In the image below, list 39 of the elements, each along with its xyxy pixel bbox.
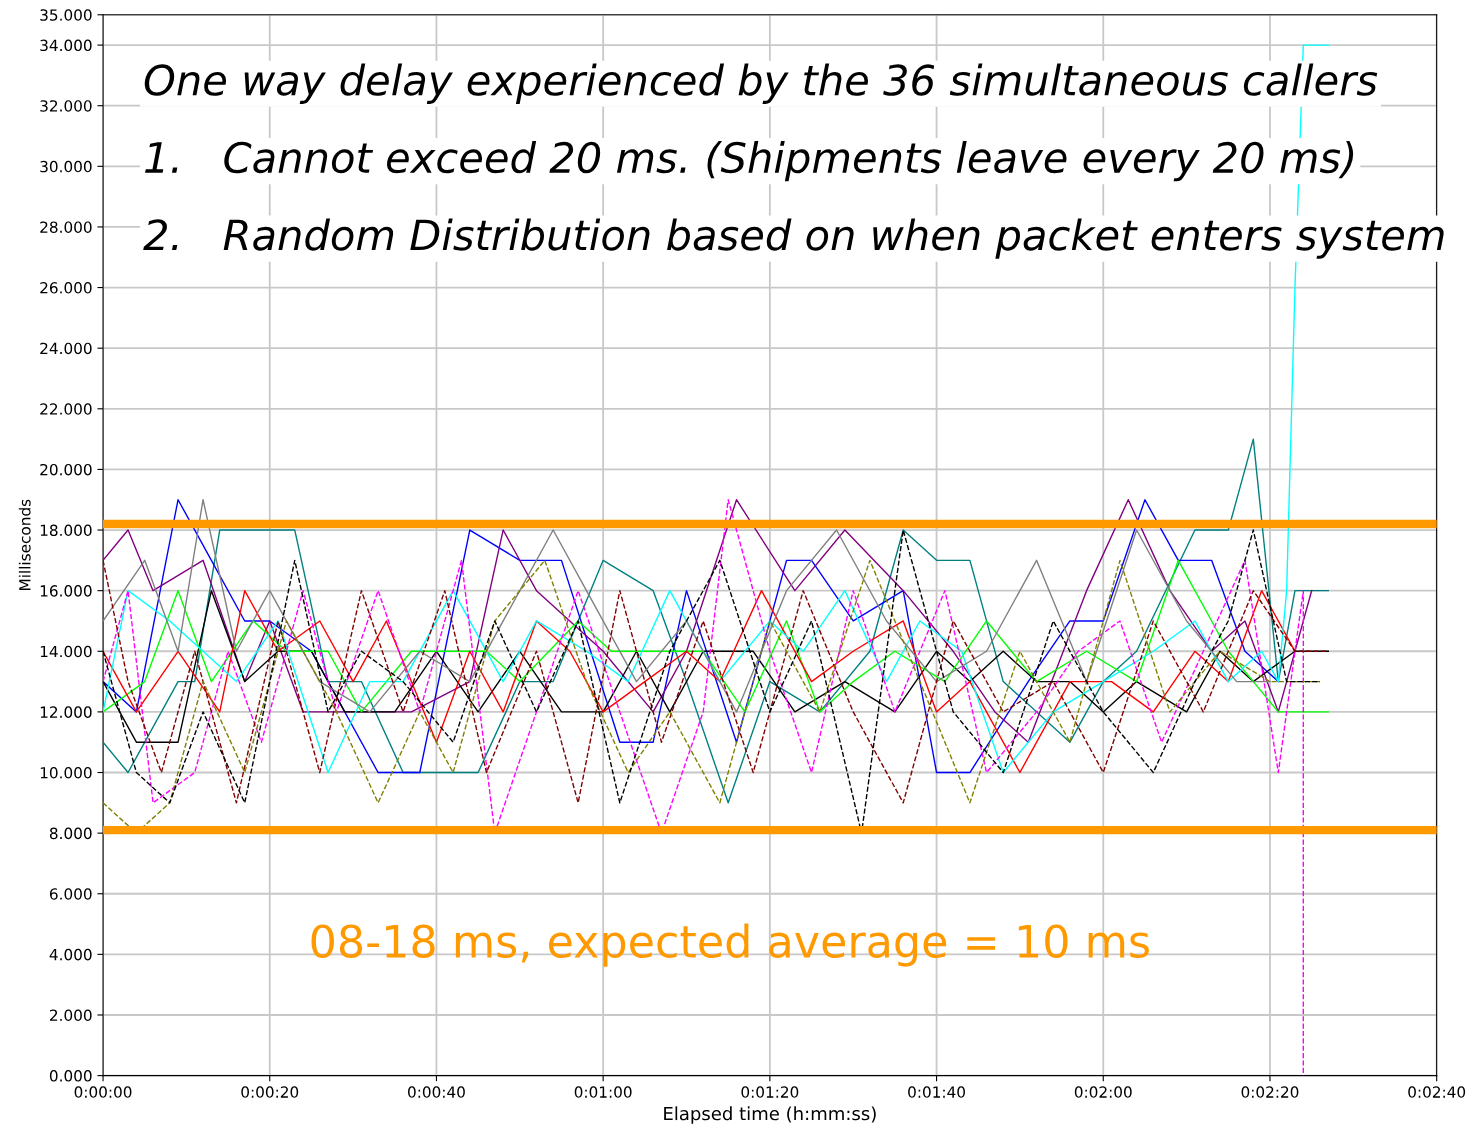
y-tick-label: 35.000	[40, 9, 92, 21]
y-tick-label: 24.000	[40, 342, 92, 355]
y-tick-label: 12.000	[40, 706, 92, 718]
x-tick-label: 0:01:00	[574, 1086, 632, 1098]
line-series	[103, 559, 1330, 713]
x-tick-label: 0:00:40	[408, 1086, 465, 1098]
y-tick-label: 32.000	[40, 100, 92, 112]
y-tick-label: 14.000	[40, 645, 92, 658]
line-series	[103, 438, 1330, 804]
y-tick-label: 34.000	[40, 39, 92, 52]
y-tick-label: 16.000	[40, 585, 92, 597]
x-tick-label: 0:01:40	[908, 1086, 965, 1098]
text: One way delay experienced by the 36 simultaneous callers	[144, 63, 1378, 104]
y-tick-label: 18.000	[40, 524, 92, 537]
x-tick-label: 0:02:40	[1408, 1086, 1466, 1098]
y-tick-label: 30.000	[40, 160, 92, 173]
y-tick-label: 26.000	[40, 282, 92, 294]
y-tick-label: 6.000	[49, 888, 92, 900]
y-tick-label: 20.000	[40, 463, 92, 476]
line-series	[103, 499, 1305, 1076]
y-tick-label: 4.000	[49, 948, 92, 961]
x-tick-label: 0:02:20	[1241, 1086, 1299, 1098]
annotation: 2. Random Distribution based on when packet enters system	[143, 218, 1444, 259]
line-series	[103, 499, 1271, 713]
y-tick-label: 8.000	[49, 827, 92, 840]
y-tick-label: 28.000	[40, 221, 92, 233]
annotation: 08-18 ms, expected average = 10 ms	[311, 923, 1149, 967]
x-tick-label: 0:00:20	[241, 1086, 299, 1098]
x-tick-label: 0:01:20	[741, 1086, 799, 1098]
x-axis-title: Elapsed time (h:mm:ss)	[664, 1106, 876, 1124]
y-tick-label: 10.000	[40, 766, 92, 779]
x-tick-label: 0:00:00	[74, 1086, 132, 1098]
x-tick-label: 0:02:00	[1074, 1086, 1132, 1098]
annotation: 1. Cannot exceed 20 ms. (Shipments leave every 20 ms)	[145, 141, 1354, 182]
y-tick-label: 22.000	[40, 403, 92, 415]
y-axis-title: Milliseconds	[18, 499, 31, 590]
y-tick-label: 0.000	[49, 1070, 92, 1082]
y-tick-label: 2.000	[50, 1009, 92, 1022]
line-series	[103, 589, 1296, 774]
